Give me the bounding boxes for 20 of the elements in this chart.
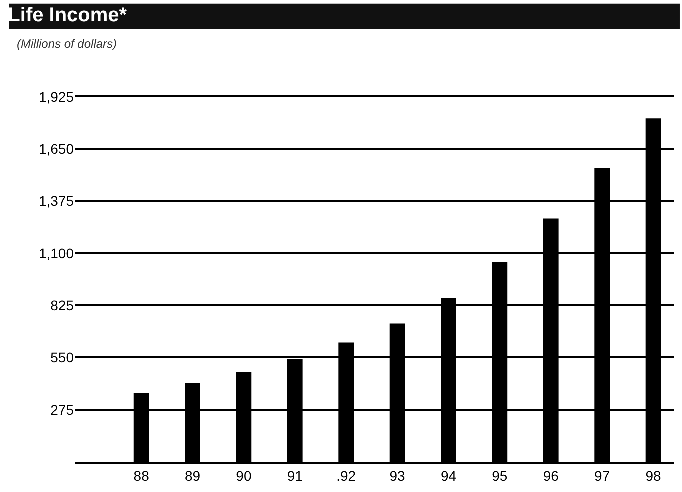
x-tick-label: 89 <box>184 468 201 484</box>
x-tick-label: .92 <box>336 468 356 484</box>
x-tick-label: 93 <box>390 468 406 484</box>
y-tick-label: 1,925 <box>38 88 74 105</box>
x-tick-label: 88 <box>134 468 150 484</box>
y-tick-label: 275 <box>50 402 74 418</box>
x-tick-label: 90 <box>236 468 252 484</box>
y-tick-label: 825 <box>50 297 74 314</box>
x-tick-label: 95 <box>492 468 508 484</box>
x-tick-label: 97 <box>594 468 610 484</box>
x-tick-label: 94 <box>440 468 457 484</box>
chart-title: Life Income* <box>8 4 128 26</box>
y-tick-label: 550 <box>50 350 74 366</box>
chart-subtitle: (Millions of dollars) <box>17 37 118 51</box>
y-tick-label: 1,375 <box>38 193 74 210</box>
y-tick-label: 1,100 <box>38 245 74 262</box>
x-tick-label: 91 <box>287 468 304 484</box>
x-tick-label: 96 <box>543 468 560 484</box>
x-tick-label: 98 <box>646 468 662 484</box>
y-tick-label: 1,650 <box>38 141 74 158</box>
